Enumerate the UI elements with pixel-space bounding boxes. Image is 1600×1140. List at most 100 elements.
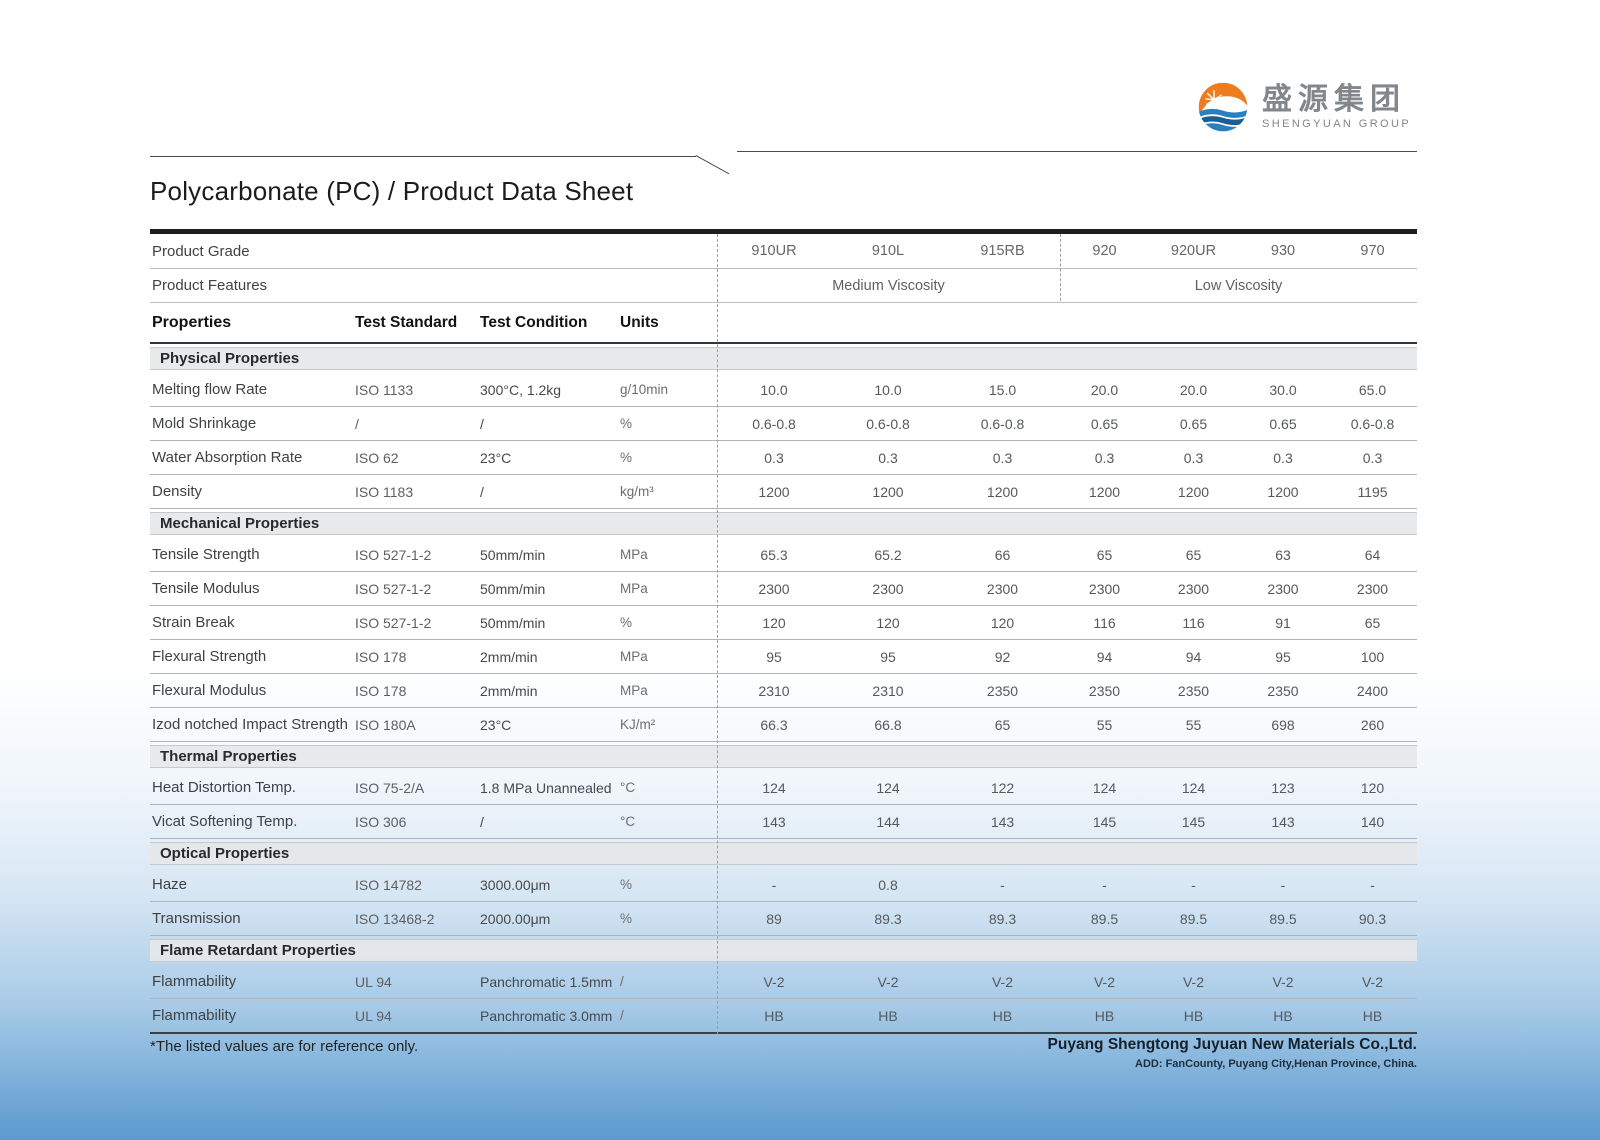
dashed-divider-viscosity-groups (1060, 234, 1061, 301)
value-transmission-920UR: 89.5 (1179, 910, 1208, 927)
units: MPa (620, 581, 648, 596)
table-row-flammability: Flammability UL 94 Panchromatic 3.0mm / HB HB… (150, 999, 1417, 1034)
value-density-930: 1200 (1267, 483, 1299, 500)
table-row-tensile-modulus: Tensile Modulus ISO 527-1-2 50mm/min MPa 230… (150, 572, 1417, 606)
table-body: Product Grade 910UR 910L 915RB 920 920UR 930 97… (150, 229, 1417, 1034)
company-address: ADD: FanCounty, Puyang City,Henan Provin… (1135, 1058, 1417, 1070)
value-flexural-modulus-920: 2350 (1088, 682, 1121, 699)
product-grade-label: Product Grade (152, 242, 250, 260)
table-row-transmission: Transmission ISO 13468-2 2000.00μm% 89 89.3 8… (150, 902, 1417, 936)
value-izod-notched-impact-strength-920: 55 (1096, 716, 1113, 733)
value-flammability-910L: V-2 (877, 973, 899, 990)
section-title: Thermal Properties (160, 748, 297, 765)
value-flexural-modulus-920UR: 2350 (1177, 682, 1210, 699)
value-melting-flow-rate-910L: 10.0 (874, 381, 902, 398)
value-haze-920: - (1102, 876, 1107, 893)
value-tensile-strength-915RB: 66 (994, 546, 1011, 563)
table-row-tensile-strength: Tensile Strength ISO 527-1-2 50mm/min MPa 65… (150, 538, 1417, 572)
value-vicat-softening-temp-970: 140 (1360, 813, 1385, 830)
dashed-divider-units-grades (717, 234, 718, 1034)
value-tensile-modulus-970: 2300 (1356, 580, 1389, 597)
value-strain-break-970: 65 (1364, 614, 1381, 631)
value-water-absorption-rate-970: 0.3 (1362, 449, 1383, 466)
value-strain-break-910UR: 120 (762, 614, 786, 631)
value-water-absorption-rate-920: 0.3 (1094, 449, 1115, 466)
test-standard: ISO 178 (355, 648, 407, 665)
property-name: Haze (152, 876, 188, 893)
value-melting-flow-rate-920: 20.0 (1090, 381, 1119, 398)
section-title: Physical Properties (160, 350, 300, 367)
test-standard: ISO 178 (355, 682, 407, 699)
value-strain-break-920: 116 (1093, 614, 1116, 631)
units: / (620, 974, 624, 989)
units: kg/m³ (620, 484, 654, 499)
value-tensile-strength-970: 64 (1364, 546, 1381, 563)
value-density-910L: 1200 (872, 483, 904, 500)
units: % (620, 615, 633, 630)
value-flammability-915RB: HB (992, 1007, 1013, 1024)
units: % (620, 416, 633, 431)
value-water-absorption-rate-920UR: 0.3 (1183, 449, 1204, 466)
value-haze-910L: 0.8 (878, 876, 898, 893)
value-tensile-modulus-920: 2300 (1088, 580, 1121, 597)
test-condition: 1.8 MPa Unannealed (480, 779, 612, 796)
property-name: Tensile Strength (152, 546, 260, 563)
test-standard: ISO 62 (355, 449, 399, 466)
product-features-row: Product Features Medium Viscosity Low Visc… (150, 269, 1417, 303)
value-heat-distortion-temp-915RB: 122 (990, 779, 1015, 796)
value-flammability-910L: HB (878, 1007, 898, 1024)
value-strain-break-930: 91 (1275, 614, 1291, 631)
units: % (620, 911, 633, 926)
value-tensile-modulus-910UR: 2300 (758, 580, 790, 597)
col-header-units: Units (620, 313, 659, 331)
value-melting-flow-rate-920UR: 20.0 (1179, 381, 1208, 398)
value-transmission-910L: 89.3 (874, 910, 902, 927)
property-name: Flammability (152, 973, 237, 990)
value-heat-distortion-temp-920: 124 (1092, 779, 1117, 796)
test-condition: 50mm/min (480, 580, 546, 597)
page-title: Polycarbonate (PC) / Product Data Sheet (150, 176, 634, 206)
property-name: Strain Break (152, 614, 235, 631)
product-features-label: Product Features (152, 277, 268, 294)
value-transmission-910UR: 89 (766, 910, 782, 927)
test-standard: ISO 1133 (355, 381, 414, 398)
value-flexural-modulus-930: 2350 (1267, 682, 1299, 699)
section-header-flame-retardant-properties: Flame Retardant Properties (150, 939, 1417, 962)
value-izod-notched-impact-strength-915RB: 65 (994, 716, 1011, 733)
value-flammability-920: HB (1094, 1007, 1115, 1024)
company-info: Puyang Shengtong Juyuan New Materials Co… (1048, 1036, 1417, 1070)
product-grade-row: Product Grade 910UR 910L 915RB 920 920UR 930 97… (150, 234, 1417, 269)
value-density-920UR: 1200 (1177, 483, 1210, 500)
property-name: Flexural Modulus (152, 682, 267, 699)
units: / (620, 1008, 624, 1023)
col-header-test-standard: Test Standard (355, 313, 458, 331)
value-heat-distortion-temp-970: 120 (1360, 779, 1385, 796)
feature-low-viscosity: Low Viscosity (1194, 277, 1283, 294)
table-row-melting-flow-rate: Melting flow Rate ISO 1133 300°C, 1.2kg g/1… (150, 373, 1417, 407)
value-water-absorption-rate-915RB: 0.3 (992, 449, 1013, 466)
value-tensile-strength-920UR: 65 (1185, 546, 1202, 563)
logo-globe-icon (1198, 82, 1248, 132)
test-condition: / (480, 415, 484, 432)
section-header-physical-properties: Physical Properties (150, 347, 1417, 370)
value-flammability-915RB: V-2 (991, 973, 1013, 990)
value-tensile-strength-910L: 65.2 (874, 546, 902, 563)
property-name: Melting flow Rate (152, 381, 268, 398)
property-name: Water Absorption Rate (152, 449, 303, 466)
grade-header-920: 920 (1092, 243, 1117, 259)
value-flammability-920UR: HB (1183, 1007, 1204, 1024)
logo-chinese-name: 盛源集团 (1262, 82, 1406, 116)
test-standard: UL 94 (355, 973, 392, 990)
units: g/10min (620, 382, 669, 397)
value-water-absorption-rate-930: 0.3 (1273, 449, 1293, 466)
test-standard: ISO 306 (355, 813, 407, 830)
value-density-970: 1195 (1357, 483, 1388, 500)
property-name: Density (152, 483, 203, 500)
test-standard: ISO 180A (355, 716, 416, 733)
test-condition: 2mm/min (480, 682, 538, 699)
value-flexural-strength-920UR: 94 (1185, 648, 1202, 665)
value-water-absorption-rate-910L: 0.3 (878, 449, 898, 466)
col-header-properties: Properties (152, 313, 232, 331)
property-name: Heat Distortion Temp. (152, 779, 296, 796)
value-transmission-930: 89.5 (1269, 910, 1297, 927)
